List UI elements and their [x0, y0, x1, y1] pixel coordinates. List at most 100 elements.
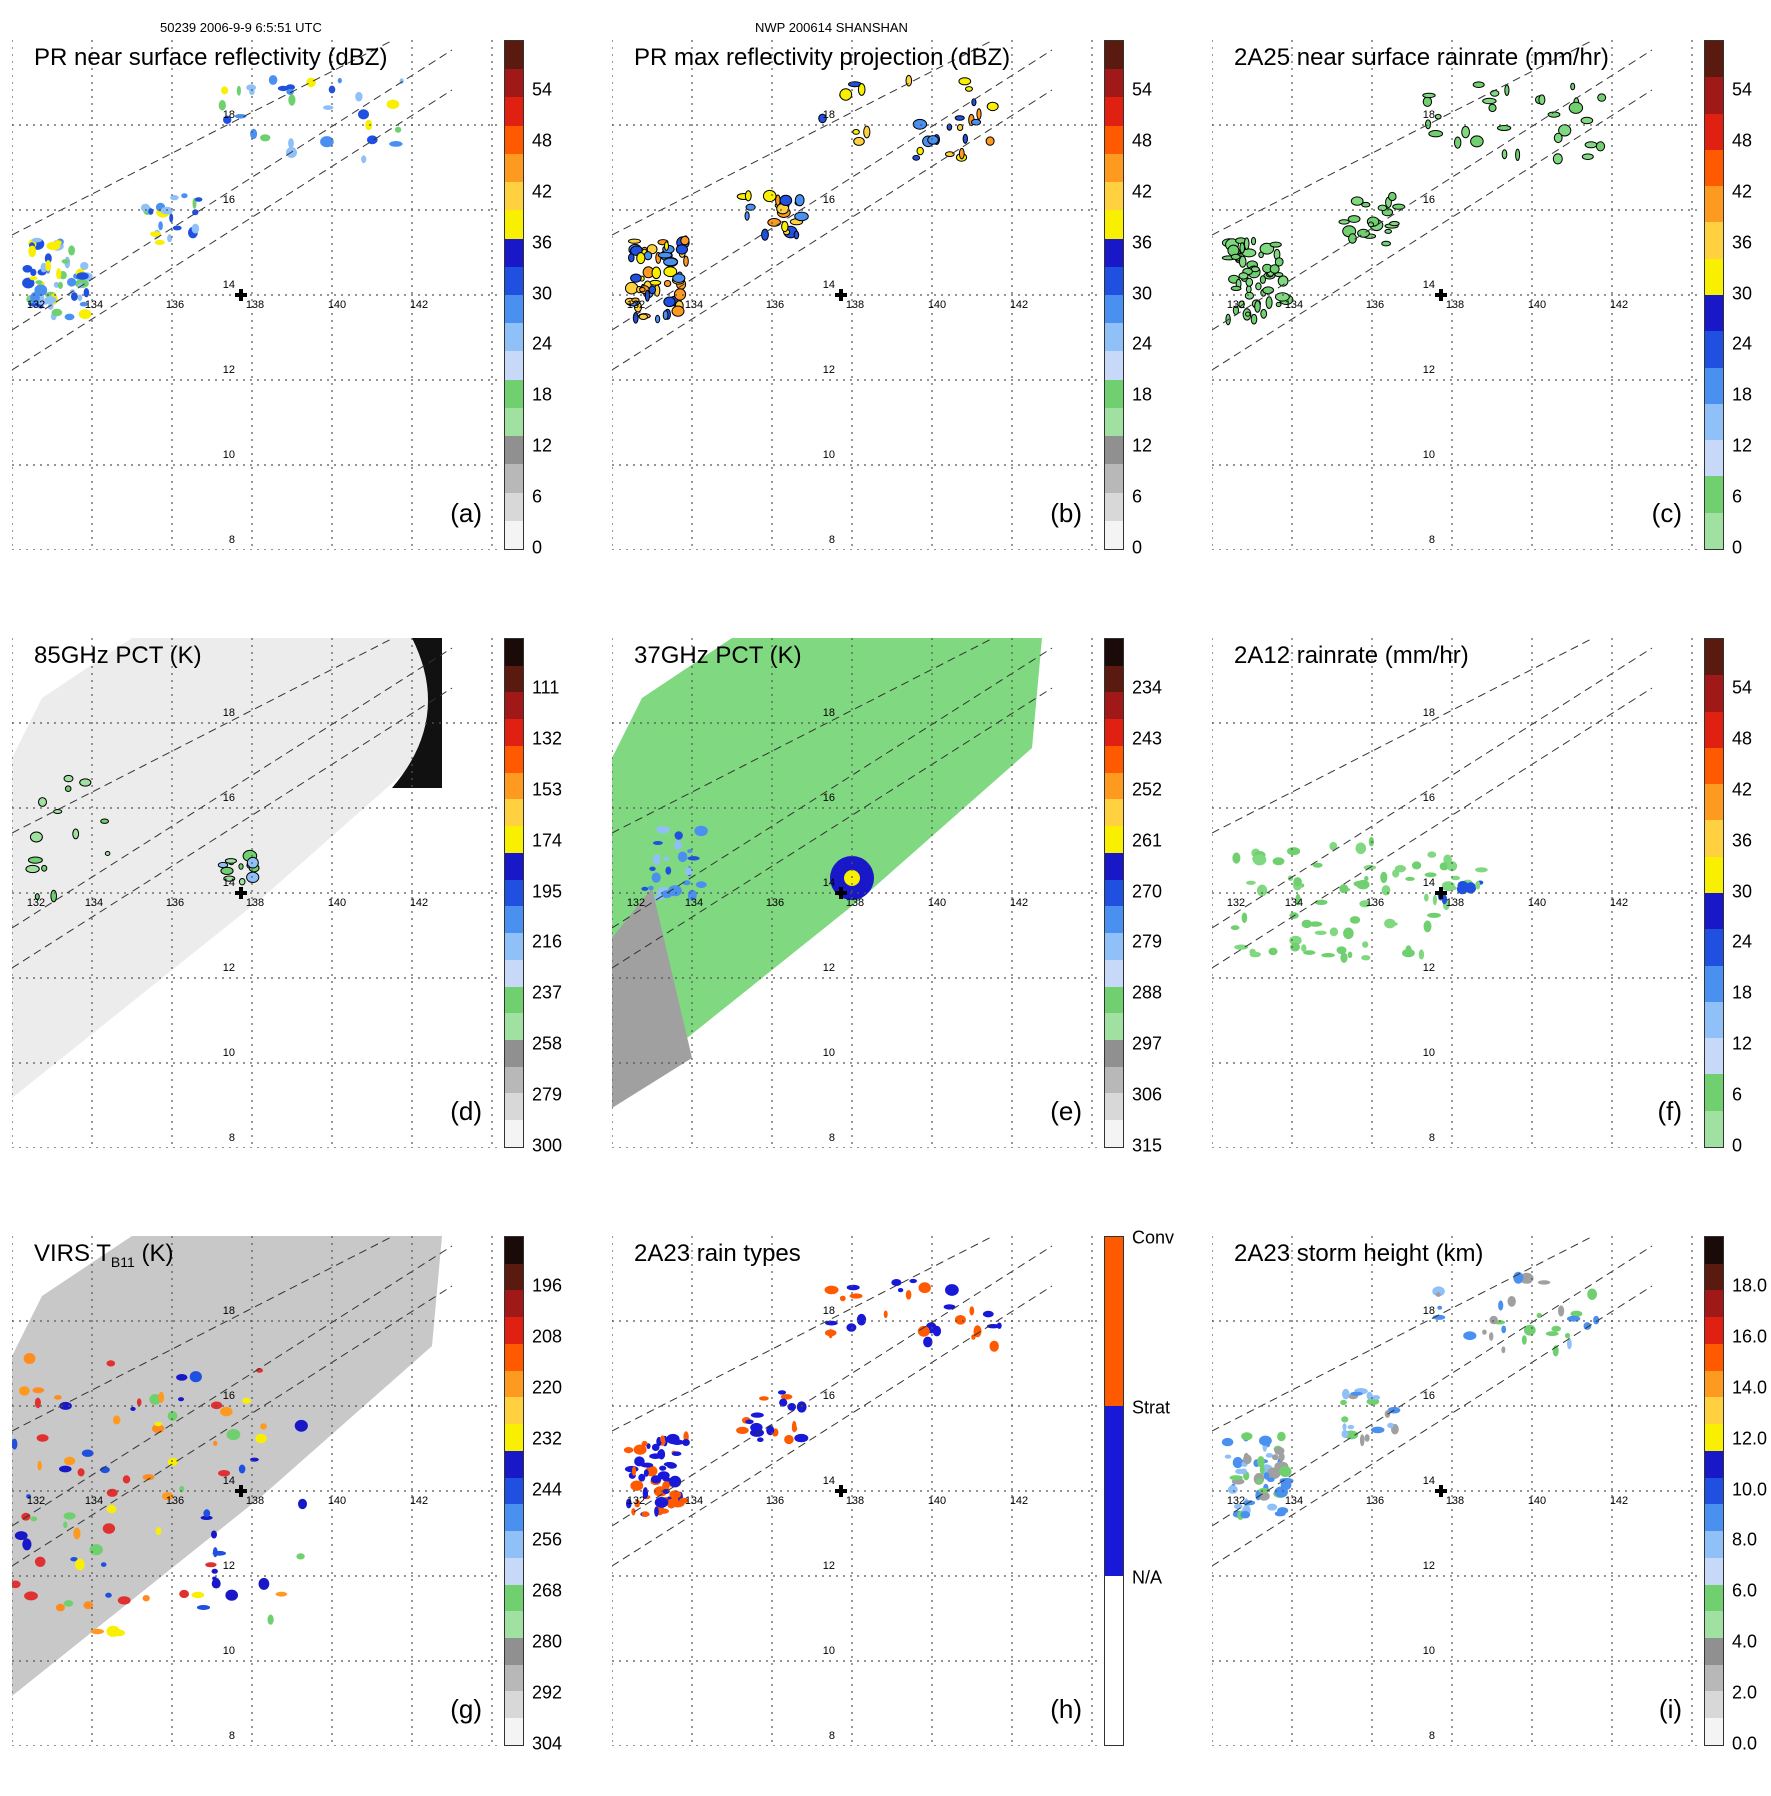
precip-cell	[863, 125, 871, 139]
precip-cell	[1255, 282, 1262, 291]
lon-label: 140	[1528, 1495, 1546, 1507]
precip-cell	[1537, 1280, 1551, 1285]
precip-cell	[1490, 89, 1500, 97]
precip-cell	[1258, 1491, 1270, 1501]
colorbar-segment	[1705, 747, 1723, 785]
colorbar-segment	[505, 323, 523, 352]
colorbar-segment	[1105, 492, 1123, 521]
swath-edge-line	[1212, 638, 1595, 834]
colorbar-segment	[1105, 639, 1123, 666]
colorbar-tick-label: 195	[532, 881, 563, 902]
precip-cell	[275, 1591, 288, 1597]
colorbar-tick-label: 54	[1132, 79, 1153, 100]
colorbar-segment	[505, 97, 523, 126]
lon-label: 132	[627, 897, 645, 909]
colorbar-segment	[505, 1664, 523, 1692]
colorbar-segment	[1105, 266, 1123, 295]
precip-cell	[1241, 912, 1248, 924]
precip-cell	[76, 272, 89, 280]
precip-cell	[196, 1605, 211, 1610]
precip-cell	[64, 1456, 76, 1466]
colorbar-segment	[1105, 692, 1123, 720]
precip-cell	[1411, 861, 1422, 870]
precip-cell	[100, 818, 109, 824]
precip-cell	[288, 94, 296, 106]
precip-cell	[1498, 1300, 1504, 1311]
precip-cell	[53, 809, 63, 814]
swath-edge-line	[12, 49, 453, 331]
precip-cell	[849, 1293, 863, 1299]
precip-cell	[44, 296, 57, 305]
precip-cell	[958, 77, 972, 86]
colorbar-segment	[1105, 182, 1123, 211]
precip-cell	[694, 825, 708, 837]
swath-edge-line	[612, 89, 1053, 371]
colorbar-tick-label: 10.0	[1732, 1479, 1768, 1500]
precip-cell	[1536, 1312, 1542, 1319]
precip-cell	[655, 314, 661, 324]
precip-cell	[1553, 132, 1563, 144]
precip-cell	[1343, 927, 1354, 940]
precip-cell	[945, 1284, 959, 1296]
precip-cell	[1370, 1395, 1381, 1400]
precip-cell	[677, 851, 688, 863]
swath-edge-line	[612, 647, 1053, 929]
colorbar-tick-label: 18	[532, 384, 553, 405]
precip-cell	[918, 1282, 931, 1294]
precip-cell	[117, 1596, 131, 1605]
colorbar	[1104, 638, 1124, 1148]
precip-cell	[852, 129, 860, 135]
precip-cell	[64, 313, 75, 321]
colorbar-tick-label: 315	[1132, 1135, 1163, 1156]
map-plot: 132 134 136 138 140 142 18 16 14 12 10 8 2A12 rainra…	[1212, 638, 1702, 1148]
lon-label: 142	[410, 1495, 428, 1507]
precip-cell	[1262, 286, 1275, 295]
panel-label: (b)	[1050, 498, 1082, 528]
precip-cell	[794, 211, 809, 222]
precip-cell	[1504, 84, 1510, 96]
colorbar-tick-label: 280	[532, 1631, 563, 1652]
lon-label: 138	[246, 1495, 264, 1507]
colorbar-ticks: Conv Strat N/A	[1132, 1228, 1202, 1746]
precip-cell	[154, 1421, 162, 1427]
lon-label: 134	[85, 1495, 103, 1507]
colorbar-segment	[1705, 1531, 1723, 1558]
colorbar-segment	[1705, 403, 1723, 441]
colorbar-tick-label: 30	[532, 283, 553, 304]
precip-cell	[794, 1433, 809, 1443]
precip-cell	[674, 840, 682, 850]
map-canvas: 132 134 136 138 140 142 18 16 14 12 10 8	[1212, 40, 1702, 550]
precip-cell	[63, 1600, 74, 1607]
panel-title-text: 37GHz PCT (K)	[634, 642, 802, 669]
colorbar-segment	[505, 351, 523, 380]
precip-cell	[1245, 277, 1254, 287]
precip-cell	[624, 1465, 639, 1473]
colorbar-segment	[505, 772, 523, 800]
precip-cell	[652, 841, 663, 845]
swath-coverage	[12, 1236, 442, 1696]
lat-label: 12	[823, 962, 835, 974]
precip-cell	[83, 288, 90, 298]
colorbar-segment	[505, 436, 523, 465]
colorbar-tick-label: 8.0	[1732, 1529, 1758, 1550]
precip-cell	[853, 136, 865, 146]
colorbar-tick-label: 132	[532, 728, 563, 749]
precip-cell	[191, 1591, 205, 1599]
colorbar-segment	[1105, 1406, 1123, 1463]
precip-cell	[672, 273, 686, 283]
lon-label: 136	[1366, 299, 1384, 311]
precip-cell	[791, 1420, 797, 1433]
precip-cell	[757, 1437, 764, 1442]
lat-label: 14	[1423, 1475, 1435, 1487]
precip-cell	[1252, 854, 1267, 866]
colorbar-ticks: 196 208 220 232 244 256 268 280 292 304	[532, 1236, 602, 1754]
header-center: NWP 200614 SHANSHAN	[755, 20, 908, 35]
precip-cell	[1243, 237, 1250, 250]
colorbar-segment	[1705, 1611, 1723, 1639]
swath-edge-line	[12, 687, 453, 969]
colorbar-segment	[505, 492, 523, 521]
colorbar-segment	[505, 520, 523, 549]
precip-cell	[623, 1447, 634, 1454]
precip-cell	[736, 1426, 749, 1434]
precip-cell	[1364, 1434, 1370, 1442]
